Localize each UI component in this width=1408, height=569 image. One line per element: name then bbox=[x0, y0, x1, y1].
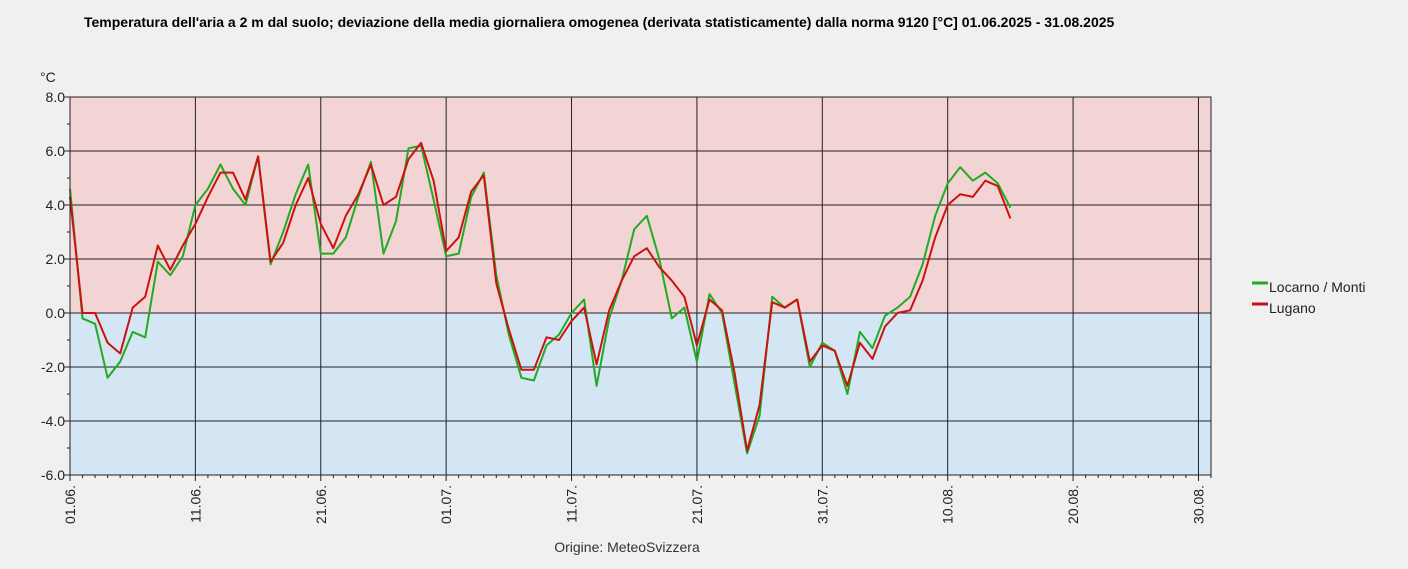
x-tick-label: 21.07. bbox=[689, 485, 705, 524]
x-tick-label: 01.07. bbox=[438, 485, 454, 524]
legend-entry: Locarno / Monti bbox=[1269, 279, 1366, 295]
x-tick-label: 11.07. bbox=[564, 485, 580, 523]
y-tick-label: 0.0 bbox=[46, 305, 66, 321]
x-tick-label: 10.08. bbox=[940, 485, 956, 524]
y-axis-ticks: -6.0 -4.0 -2.0 0.0 2.0 4.0 6.0 8.0 bbox=[41, 89, 70, 483]
source-credit: Origine: MeteoSvizzera bbox=[554, 539, 700, 555]
y-tick-label: 6.0 bbox=[46, 143, 66, 159]
x-axis-ticks: 01.06. 11.06. 21.06. 01.07. 11.07. 21.07. 31.0… bbox=[62, 475, 1212, 524]
background-bands bbox=[70, 97, 1211, 475]
x-tick-label: 31.07. bbox=[814, 485, 830, 524]
legend: Locarno / Monti Lugano bbox=[1252, 279, 1366, 316]
y-axis-unit-label: °C bbox=[40, 69, 56, 85]
series-layer bbox=[69, 141, 1012, 455]
y-tick-label: 8.0 bbox=[46, 89, 66, 105]
y-tick-label: 4.0 bbox=[46, 197, 66, 213]
chart-title: Temperatura dell'aria a 2 m dal suolo; d… bbox=[84, 14, 1115, 30]
x-tick-label: 20.08. bbox=[1065, 485, 1081, 524]
y-tick-label: -4.0 bbox=[41, 413, 65, 429]
x-tick-label: 21.06. bbox=[313, 485, 329, 524]
negative-band bbox=[70, 313, 1211, 475]
y-tick-label: -6.0 bbox=[41, 467, 65, 483]
series-line bbox=[69, 141, 1012, 452]
x-tick-label: 01.06. bbox=[62, 485, 78, 524]
y-tick-label: 2.0 bbox=[46, 251, 66, 267]
legend-entry: Lugano bbox=[1269, 300, 1316, 316]
x-tick-label: 30.08. bbox=[1190, 485, 1206, 524]
y-tick-label: -2.0 bbox=[41, 359, 65, 375]
x-tick-label: 11.06. bbox=[187, 485, 203, 523]
